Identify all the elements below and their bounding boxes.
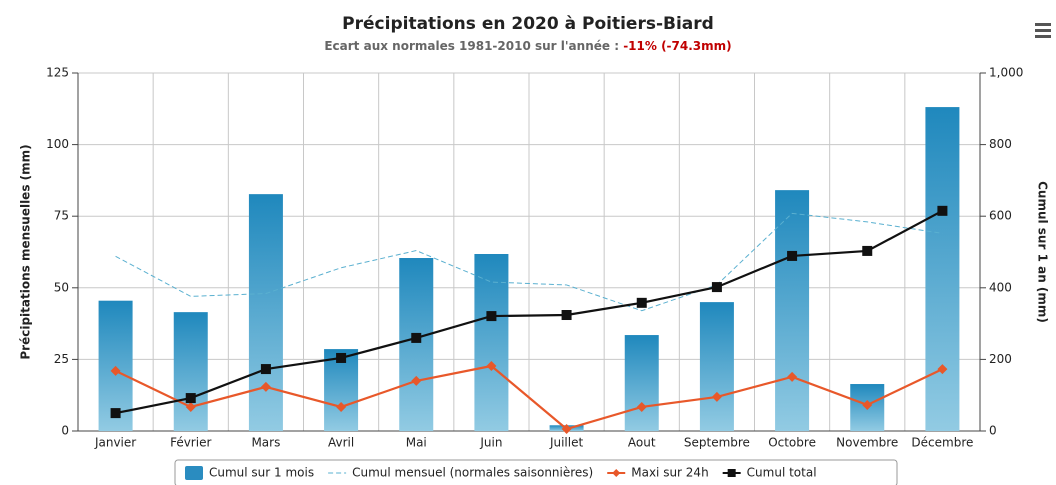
point-marker <box>937 205 948 216</box>
x-tick-label: Septembre <box>684 436 750 450</box>
x-tick-label: Mars <box>251 436 280 450</box>
normals-line <box>115 212 943 312</box>
point-marker <box>862 245 873 256</box>
legend-label: Cumul total <box>747 466 817 480</box>
x-tick-label: Décembre <box>911 436 973 450</box>
point-marker <box>711 282 722 293</box>
bar <box>624 335 659 431</box>
chart-title: Précipitations en 2020 à Poitiers-Biard <box>342 14 714 34</box>
legend-item: Cumul sur 1 mois <box>185 466 314 480</box>
subtitle-text: Ecart aux normales 1981-2010 sur l'année… <box>324 39 623 53</box>
y2-tick-label: 0 <box>989 424 997 438</box>
point-marker <box>336 352 347 363</box>
menu-button[interactable] <box>1032 20 1054 40</box>
point-marker <box>937 364 948 375</box>
point-marker <box>711 391 722 402</box>
legend-label: Maxi sur 24h <box>631 466 708 480</box>
y-tick-label: 125 <box>46 66 69 80</box>
legend-item: Cumul mensuel (normales saisonnières) <box>328 466 593 480</box>
bar <box>925 107 960 431</box>
point-marker <box>411 375 422 386</box>
x-tick-label: Juillet <box>549 436 584 450</box>
subtitle: Ecart aux normales 1981-2010 sur l'année… <box>324 39 731 53</box>
point-marker <box>787 250 798 261</box>
point-marker <box>185 401 196 412</box>
y-tick-label: 75 <box>54 209 69 223</box>
y-tick-label: 25 <box>54 352 69 366</box>
point-marker <box>260 381 271 392</box>
y-tick-label: 50 <box>54 280 69 294</box>
y-tick-label: 0 <box>61 424 69 438</box>
x-tick-label: Mai <box>406 436 427 450</box>
x-tick-label: Octobre <box>768 436 816 450</box>
point-marker <box>561 310 572 321</box>
bar <box>474 254 509 431</box>
y2-tick-label: 800 <box>989 137 1012 151</box>
point-marker <box>486 311 497 322</box>
x-tick-label: Aout <box>628 436 656 450</box>
series-line <box>115 209 943 415</box>
y2-tick-label: 600 <box>989 209 1012 223</box>
y2-tick-label: 1,000 <box>989 66 1023 80</box>
legend-box <box>174 459 898 485</box>
legend-item: Maxi sur 24h <box>607 466 709 480</box>
y2-tick-label: 200 <box>989 352 1012 366</box>
x-tick-label: Février <box>170 436 211 450</box>
x-tick-label: Novembre <box>836 436 898 450</box>
y-axis-label: Précipitations mensuelles (mm) <box>19 144 33 359</box>
point-marker <box>561 423 572 434</box>
legend-swatch <box>185 466 203 480</box>
point-marker <box>336 401 347 412</box>
x-tick-label: Janvier <box>94 436 136 450</box>
legend-label: Cumul mensuel (normales saisonnières) <box>352 466 593 480</box>
bar <box>775 190 810 431</box>
legend-label: Cumul sur 1 mois <box>209 466 314 480</box>
bar <box>699 302 734 431</box>
point-marker <box>110 365 121 376</box>
y2-tick-label: 400 <box>989 280 1012 294</box>
series-line <box>115 364 943 431</box>
point-marker <box>787 371 798 382</box>
point-marker <box>862 399 873 410</box>
bar <box>173 312 208 431</box>
legend-marker <box>612 469 621 477</box>
point-marker <box>636 297 647 308</box>
bar <box>248 194 283 431</box>
legend-marker <box>727 469 736 477</box>
y2-axis-label: Cumul sur 1 an (mm) <box>1036 181 1050 323</box>
point-marker <box>411 332 422 343</box>
x-tick-label: Juin <box>479 436 502 450</box>
x-tick-label: Avril <box>328 436 354 450</box>
point-marker <box>185 393 196 404</box>
point-marker <box>486 360 497 371</box>
subtitle-highlight: -11% (-74.3mm) <box>623 39 731 53</box>
legend-item: Cumul total <box>722 466 817 480</box>
point-marker <box>636 401 647 412</box>
bar <box>399 258 434 431</box>
point-marker <box>260 364 271 375</box>
point-marker <box>110 408 121 419</box>
y-tick-label: 100 <box>46 137 69 151</box>
